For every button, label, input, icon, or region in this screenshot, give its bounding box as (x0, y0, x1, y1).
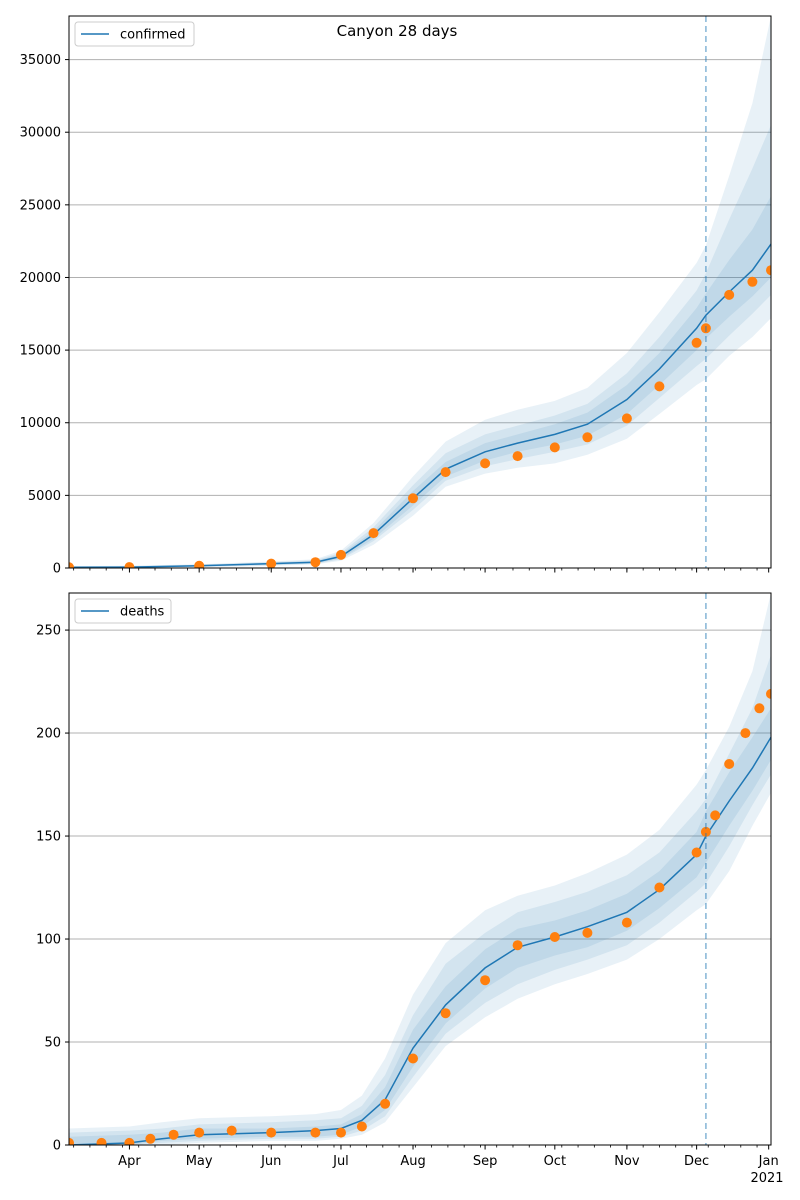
observed-point (266, 1127, 277, 1138)
uncertainty-band (69, 196, 771, 568)
observed-point (480, 458, 491, 469)
observed-point (512, 940, 523, 951)
observed-point (766, 688, 771, 699)
uncertainty-band (69, 124, 771, 568)
legend: deaths (74, 598, 172, 624)
x-tick-label: Apr (118, 1154, 141, 1169)
y-tick-label: 50 (44, 1036, 61, 1051)
y-tick-label: 250 (36, 624, 61, 639)
model-line (69, 243, 771, 568)
figure-title: Canyon 28 days (337, 22, 458, 40)
deaths-panel: 0 50 100 150 200 250 Apr May Jun Jul Aug Sep Oct Nov D… (36, 592, 779, 1169)
observed-point (380, 1098, 391, 1109)
observed-point (226, 1125, 237, 1136)
y-tick-label: 25000 (20, 198, 61, 213)
y-tick-label: 100 (36, 933, 61, 948)
observed-point (621, 413, 632, 424)
y-tick-label: 200 (36, 727, 61, 742)
observed-point (549, 932, 560, 942)
observed-point (766, 265, 771, 276)
observed-point (654, 882, 665, 893)
observed-point (440, 467, 451, 478)
plot-area (69, 593, 771, 1145)
plot-area (69, 16, 771, 568)
model-line (69, 736, 771, 1145)
y-tick-label: 30000 (20, 126, 61, 141)
observed-point (168, 1129, 179, 1140)
observed-point (408, 1053, 418, 1064)
observed-point (124, 562, 135, 568)
observed-point (440, 1008, 451, 1019)
y-tick-label: 0 (53, 1139, 61, 1154)
observed-point (691, 337, 702, 348)
observed-point (96, 1137, 107, 1145)
y-tick-label: 35000 (20, 53, 61, 68)
legend-label: deaths (120, 605, 165, 620)
observed-point (336, 549, 346, 560)
axes-frame (68, 15, 772, 569)
x-tick-label: Oct (544, 1154, 566, 1169)
observed-point (69, 562, 74, 568)
x-tick-label: May (186, 1154, 213, 1169)
observed-point (310, 1127, 321, 1138)
observed-point (724, 759, 735, 769)
x-tick-label: Jun (260, 1154, 281, 1169)
observed-point (69, 1137, 74, 1145)
y-tick-label: 0 (53, 562, 61, 577)
legend: confirmed (74, 21, 195, 47)
x-tick-label: Jul (332, 1154, 349, 1169)
observed-point (480, 975, 491, 986)
observed-point (582, 432, 593, 443)
observed-point (724, 289, 735, 300)
uncertainty-band (69, 654, 771, 1145)
observed-point (194, 560, 205, 568)
y-tick-label: 20000 (20, 271, 61, 286)
observed-point (336, 1127, 346, 1138)
x-year-label: 2021 (750, 1171, 783, 1186)
observed-point (754, 703, 765, 714)
x-tick-label: Sep (473, 1154, 498, 1169)
observed-point (747, 276, 758, 287)
observed-point (512, 451, 523, 462)
observed-point (310, 557, 321, 568)
confirmed-panel: 0 5000 10000 15000 20000 25000 30000 35000 confi… (20, 15, 772, 577)
legend-box (74, 21, 195, 47)
observed-point (582, 927, 593, 938)
observed-point (145, 1133, 156, 1144)
observed-point (691, 847, 702, 858)
observed-point (266, 558, 277, 568)
y-tick-label: 10000 (20, 416, 61, 431)
observed-point (621, 917, 632, 928)
observed-point (194, 1127, 205, 1138)
observed-point (740, 728, 751, 739)
legend-label: confirmed (120, 28, 186, 43)
y-tick-label: 150 (36, 830, 61, 845)
observed-point (549, 442, 560, 453)
observed-point (700, 826, 711, 837)
uncertainty-band (69, 708, 771, 1145)
y-tick-label: 15000 (20, 344, 61, 359)
axes-frame (68, 592, 772, 1146)
observed-point (368, 528, 379, 539)
x-tick-label: Dec (684, 1154, 709, 1169)
uncertainty-band (69, 16, 771, 568)
observed-point (356, 1121, 367, 1132)
x-tick-label: Aug (400, 1154, 425, 1169)
legend-box (74, 598, 172, 624)
x-tick-label: Nov (614, 1154, 640, 1169)
observed-point (710, 810, 721, 821)
uncertainty-band (69, 593, 771, 1145)
x-tick-label: Jan (758, 1154, 779, 1169)
observed-point (124, 1137, 135, 1145)
y-tick-label: 5000 (28, 489, 61, 504)
observed-point (654, 381, 665, 392)
observed-point (408, 493, 418, 504)
